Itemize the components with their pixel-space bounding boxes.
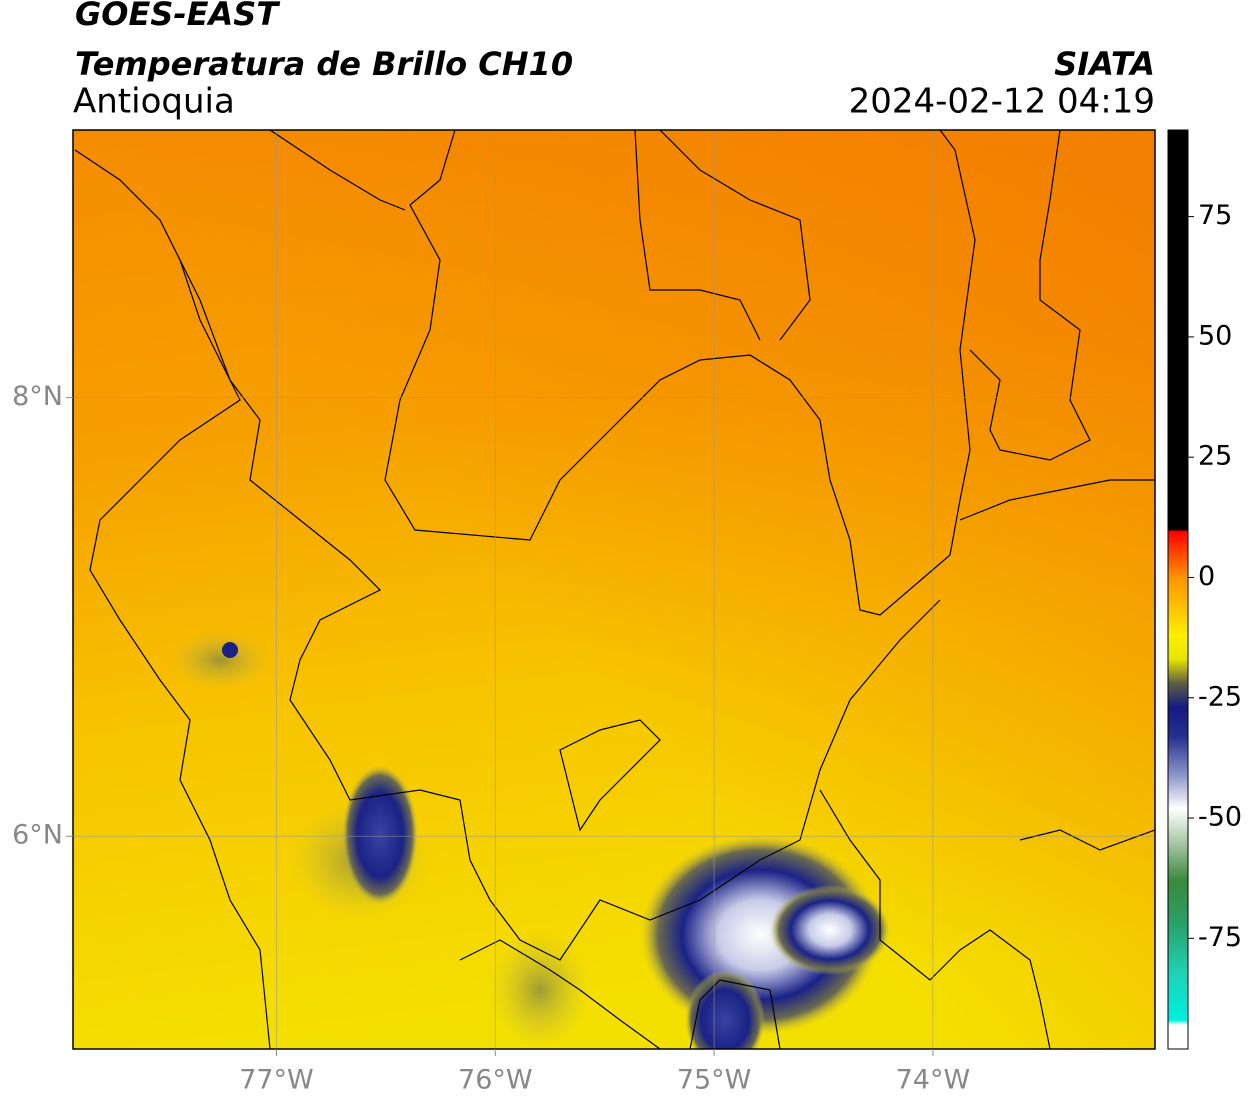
datetime: 2024-02-12 04:19 xyxy=(849,82,1155,122)
grid xyxy=(73,130,1155,1049)
x-tick-label: 77°W xyxy=(239,1065,314,1096)
x-tick-label: 75°W xyxy=(677,1065,752,1096)
x-tick-label: 74°W xyxy=(896,1065,971,1096)
colorbar-tick-label: -75 xyxy=(1198,922,1242,953)
colorbar-tick-label: 50 xyxy=(1198,320,1232,351)
colorbar-tick-label: 0 xyxy=(1198,561,1215,592)
colorbar-tick-label: -50 xyxy=(1198,802,1242,833)
subtitle: Temperatura de Brillo CH10 xyxy=(75,45,573,83)
region: Antioquia xyxy=(73,82,235,122)
y-tick-label: 6°N xyxy=(12,820,63,851)
title: GOES-EAST xyxy=(75,0,280,33)
map-frame xyxy=(72,129,1156,1050)
colorbar xyxy=(1167,129,1189,1050)
map-field xyxy=(73,130,1155,1049)
source: SIATA xyxy=(1054,45,1155,83)
colorbar-tick-label: 25 xyxy=(1198,441,1232,472)
y-tick-label: 8°N xyxy=(12,381,63,412)
x-tick-label: 76°W xyxy=(458,1065,533,1096)
colorbar-tick-label: -25 xyxy=(1198,681,1242,712)
colorbar-tick-label: 75 xyxy=(1198,200,1232,231)
